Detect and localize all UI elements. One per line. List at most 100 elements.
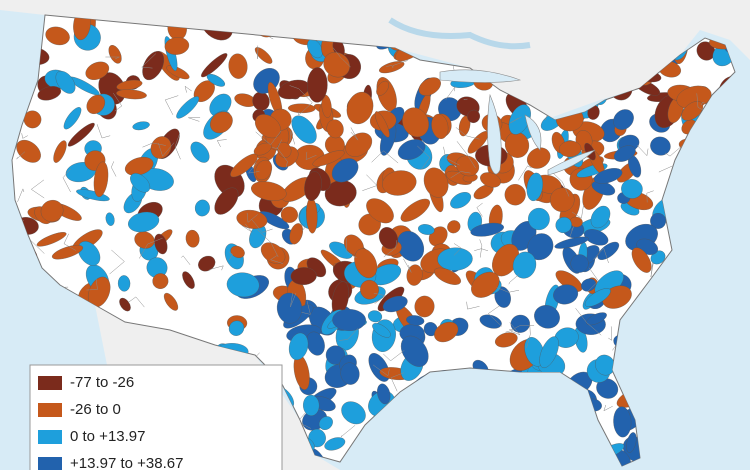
region (528, 438, 553, 449)
region (176, 96, 200, 119)
region (397, 230, 424, 262)
region (713, 163, 735, 187)
region (433, 386, 443, 412)
region (323, 52, 350, 78)
boundary (722, 204, 735, 214)
region (67, 122, 95, 147)
region (687, 305, 714, 333)
region (479, 314, 502, 329)
region (658, 422, 675, 452)
region (332, 309, 366, 331)
region (593, 168, 623, 184)
region (652, 451, 686, 466)
boundary (476, 202, 483, 217)
region (470, 222, 504, 237)
legend-swatch (38, 376, 62, 390)
region (493, 426, 514, 449)
boundary (608, 326, 612, 341)
region (687, 363, 712, 381)
region (639, 335, 660, 352)
region (526, 172, 543, 202)
region (675, 406, 704, 431)
region (458, 376, 475, 397)
region (650, 136, 671, 156)
region (340, 362, 360, 385)
region (276, 292, 303, 324)
region (12, 273, 33, 294)
boundary (377, 452, 392, 463)
region (377, 383, 391, 405)
boundary (403, 455, 413, 466)
region (696, 267, 717, 292)
region (539, 336, 559, 369)
region (304, 171, 322, 201)
region (428, 431, 446, 454)
boundary (113, 92, 123, 112)
region (554, 236, 589, 249)
region (198, 255, 216, 272)
region (12, 329, 28, 353)
region (632, 335, 651, 347)
boundary (704, 125, 710, 140)
region (376, 80, 389, 96)
lake-erie (547, 149, 596, 176)
region (55, 70, 76, 94)
boundary (719, 115, 733, 120)
region (646, 358, 671, 384)
boundary (445, 86, 456, 100)
boundary (734, 57, 735, 66)
boundary (17, 188, 25, 202)
boundary (677, 234, 685, 247)
region (387, 407, 411, 432)
boundary (508, 273, 520, 285)
region (289, 223, 303, 245)
region (527, 147, 551, 169)
region (414, 295, 435, 318)
region (480, 172, 501, 188)
boundary (12, 219, 24, 233)
boundary (188, 117, 201, 122)
region (423, 167, 449, 198)
canada (0, 0, 750, 118)
boundary (289, 85, 313, 103)
region (549, 187, 575, 212)
region (700, 386, 719, 406)
boundary (684, 347, 698, 370)
region (417, 390, 438, 410)
region (713, 247, 731, 264)
region (53, 140, 67, 163)
region (535, 445, 550, 466)
region (499, 456, 526, 466)
boundary (181, 255, 191, 265)
region (12, 329, 37, 350)
region (63, 107, 82, 130)
region (18, 285, 33, 296)
boundary (372, 364, 390, 377)
boundary (141, 53, 157, 69)
legend-swatch (38, 457, 62, 470)
region (627, 367, 650, 388)
region (402, 107, 429, 138)
boundary (403, 258, 412, 273)
legend-label: 0 to +13.97 (70, 428, 145, 445)
boundary (415, 411, 441, 425)
region (523, 392, 545, 419)
boundary (109, 249, 125, 275)
legend-label: -26 to 0 (70, 401, 121, 418)
region (553, 284, 579, 305)
boundary (518, 165, 532, 181)
region (613, 109, 634, 130)
region (367, 310, 383, 323)
region (210, 111, 233, 134)
region (676, 430, 702, 452)
region (530, 431, 567, 453)
region (228, 320, 245, 336)
region (36, 232, 67, 247)
region (719, 126, 735, 151)
region (432, 430, 449, 458)
region (671, 398, 693, 413)
region (253, 142, 272, 156)
boundary (410, 420, 423, 430)
boundary (256, 228, 279, 258)
region (260, 242, 286, 264)
